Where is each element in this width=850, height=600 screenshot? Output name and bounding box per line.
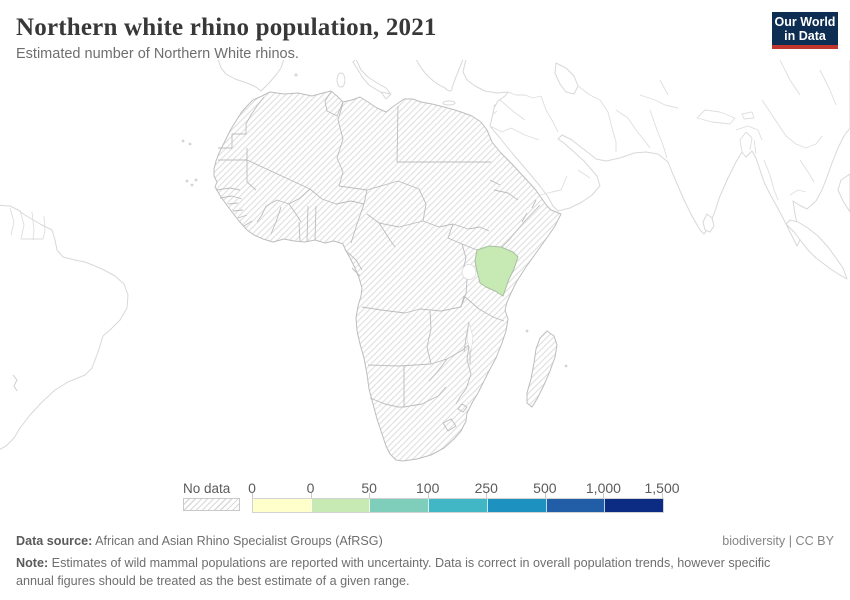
legend-segment[interactable] [546,499,606,512]
legend-tick-label: 500 [533,480,557,496]
map-legend: No data 0 0 50 100 250 500 1,000 1,500 [0,478,850,516]
legend-segment[interactable] [370,499,430,512]
legend-segment[interactable] [429,499,488,512]
italy-landmass [352,60,391,95]
legend-tick-label: 1,000 [585,480,621,496]
lake-malawi [466,322,474,353]
world-map[interactable] [0,60,850,480]
legend-tick-mark [603,493,605,498]
legend-tick-label: 250 [474,480,498,496]
page-title: Northern white rhino population, 2021 [16,14,437,41]
source-line: Data source: African and Asian Rhino Spe… [16,534,383,548]
legend-tick-mark [252,493,253,498]
note-text: Estimates of wild mammal populations are… [16,556,771,589]
crete-island [442,100,456,106]
legend-tick-mark [662,493,663,498]
legend-tick-label: 100 [416,480,440,496]
license-attribution[interactable]: biodiversity | CC BY [722,534,834,548]
owid-logo-line2: in Data [784,28,826,43]
owid-logo-line1: Our World [774,14,836,29]
legend-tick-mark [544,493,546,498]
balkans-landmass [415,60,464,92]
iberia-landmass [217,60,285,92]
sicily-island [380,91,392,100]
caspian-sea [554,62,579,95]
other-borders [9,60,837,241]
source-label: Data source: [16,534,93,548]
madagascar-island[interactable] [526,330,558,408]
africa-landmass[interactable] [213,90,562,462]
note-label: Note: [16,556,49,570]
coastal-squiggle [12,374,18,392]
legend-tick-mark [486,493,488,498]
legend-tick-label: 0 [248,480,256,496]
legend-segment[interactable] [311,499,371,512]
legend-tick-mark [369,493,371,498]
lake-victoria [461,264,477,280]
legend-tick-mark [427,493,429,498]
legend-segment[interactable] [253,499,312,512]
legend-tick-label: 0 [306,480,315,496]
legend-tick-mark [310,493,312,498]
other-continents [0,60,850,450]
no-data-swatch[interactable] [183,498,240,511]
island-specks [12,73,568,392]
sumatra-island [785,219,848,280]
legend-colorbar[interactable] [252,498,664,513]
legend-tick-label: 1,500 [644,480,680,496]
legend-segment[interactable] [487,499,547,512]
owid-logo[interactable]: Our World in Data [772,12,838,49]
no-data-label: No data [183,481,231,496]
sri-lanka-island [702,213,715,233]
source-text[interactable]: African and Asian Rhino Specialist Group… [92,534,383,548]
note-line: Note: Estimates of wild mammal populatio… [16,554,806,591]
region-kenya[interactable] [474,245,519,297]
africa-continent[interactable] [213,90,562,462]
sardinia-island [336,72,346,88]
map-canvas[interactable] [0,60,850,480]
chart-subtitle: Estimated number of Northern White rhino… [16,46,299,62]
legend-segment[interactable] [605,499,664,512]
borneo-fragment [837,173,850,213]
legend-tick-label: 50 [361,480,377,496]
south-america-landmass [0,204,129,450]
